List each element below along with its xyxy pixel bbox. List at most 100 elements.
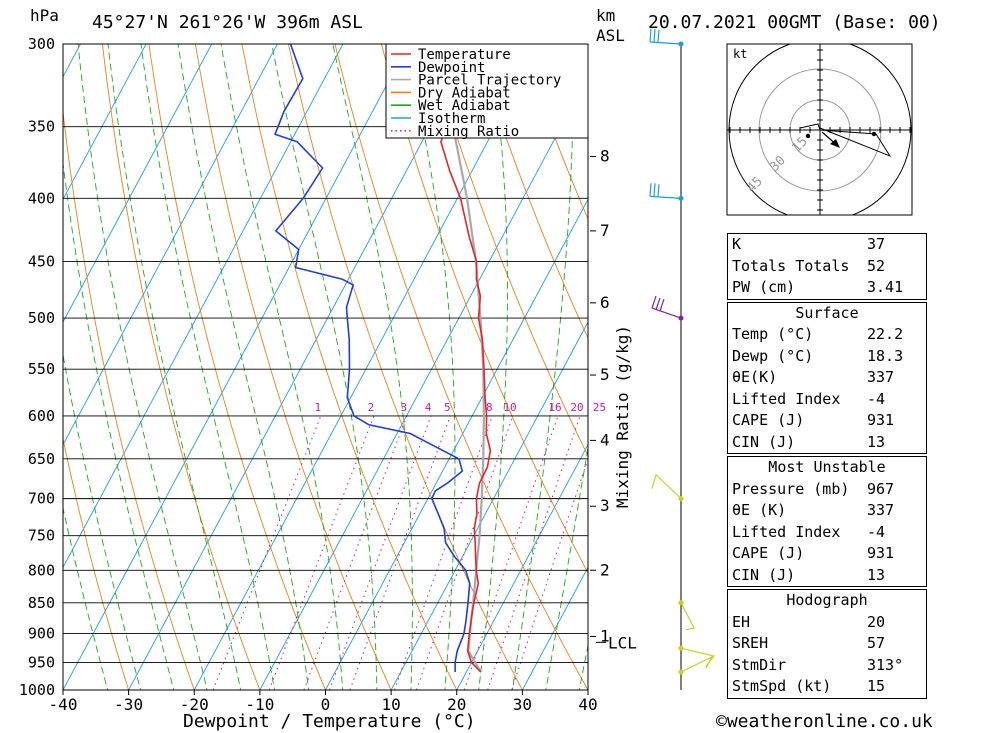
pressure-tick-label: 350 — [28, 118, 55, 136]
isotherm-line — [63, 44, 410, 690]
index-label: StmDir — [732, 655, 787, 674]
wet-adiabat-line — [63, 505, 109, 690]
dry-adiabat-line — [474, 44, 588, 340]
mixing-ratio-label: 10 — [503, 401, 516, 414]
wet-adiabat-line — [107, 44, 242, 690]
pressure-tick-label: 650 — [28, 450, 55, 468]
index-label: PW (cm) — [732, 278, 796, 296]
isotherm-line — [63, 44, 278, 446]
pressure-tick-label: 300 — [28, 35, 55, 53]
index-value: 3.41 — [867, 278, 904, 296]
dry-adiabat-line — [148, 44, 326, 690]
pressure-tick-label: 900 — [28, 624, 55, 642]
index-label: Dewp (°C) — [732, 346, 814, 365]
wet-adiabat-line — [332, 44, 413, 690]
height-unit: km — [596, 6, 615, 25]
index-row: K 37 — [728, 234, 926, 256]
pressure-tick-label: 400 — [28, 189, 55, 207]
dry-adiabat-line — [287, 44, 523, 690]
wet-adiabat-line — [63, 160, 175, 690]
mixing-ratio-label: 8 — [486, 401, 493, 414]
index-value: 22.2 — [867, 325, 904, 343]
mixing-ratio-line — [349, 415, 451, 690]
index-row: Lifted Index -4 — [728, 522, 926, 544]
pressure-tick-label: 750 — [28, 527, 55, 545]
copyright: ©weatheronline.co.uk — [716, 711, 933, 732]
wind-barb — [651, 474, 684, 502]
wind-barb — [649, 183, 684, 201]
index-row: StmSpd (kt) 15 — [728, 676, 926, 698]
index-value: 57 — [867, 634, 886, 652]
x-axis-label: Dewpoint / Temperature (°C) — [183, 711, 476, 732]
index-value: 337 — [867, 501, 895, 519]
mixing-ratio-label: 1 — [315, 401, 322, 414]
isotherm-line — [456, 443, 588, 690]
profiles — [274, 44, 492, 673]
legend-box — [385, 43, 589, 139]
dry-adiabat-line — [334, 44, 588, 690]
hodograph-point — [805, 133, 811, 139]
wet-adiabat-line — [177, 44, 309, 690]
wind-barb — [651, 295, 684, 321]
wet-adiabat-line — [63, 352, 142, 690]
wind-barb — [649, 28, 684, 47]
index-value: 931 — [867, 544, 895, 562]
pressure-tick-label: 450 — [28, 253, 55, 271]
mixing-ratio-label: 2 — [368, 401, 375, 414]
pressure-tick-label: 500 — [28, 309, 55, 327]
index-label: θE(K) — [732, 368, 778, 386]
index-label: Lifted Index — [732, 389, 841, 408]
storm-motion-arrowhead — [830, 139, 840, 148]
isotherm-line — [63, 44, 344, 569]
index-value: 313° — [867, 655, 904, 674]
pressure-tick-label: 550 — [28, 360, 55, 378]
index-row: SREH 57 — [728, 633, 926, 655]
mixing-ratio-line — [511, 457, 588, 690]
index-label: Totals Totals — [732, 256, 850, 275]
isotherm-line — [390, 321, 588, 690]
index-row: CIN (J) 13 — [728, 565, 926, 587]
isotherm-line — [521, 566, 588, 690]
x-tick-label: -10 — [245, 695, 274, 714]
height-ref: ASL — [596, 26, 625, 45]
dry-adiabat-line — [101, 44, 261, 690]
mixing-ratio-labels: 1 2 3 4 5 8 10 16 20 25 — [315, 401, 607, 414]
legend-label: Dewpoint — [418, 60, 485, 76]
index-row: PW (cm) 3.41 — [728, 277, 926, 299]
dry-adiabat-line — [381, 44, 588, 574]
mixing-ratio-line — [329, 415, 432, 690]
pressure-tick-label: 1000 — [19, 681, 55, 699]
surface-title: Surface — [795, 303, 859, 322]
index-value: 52 — [867, 256, 886, 275]
index-label: Temp (°C) — [732, 325, 814, 343]
height-tick-label: 8 — [600, 147, 610, 166]
index-value: 13 — [867, 565, 886, 584]
temperature-line — [426, 44, 492, 673]
index-row: Temp (°C) 22.2 — [728, 324, 926, 346]
legend-label: Dry Adiabat — [418, 85, 511, 101]
index-row: EH 20 — [728, 612, 926, 634]
indices-panel: K 37 Totals Totals 52 PW (cm) 3.41 Surface Te… — [727, 233, 927, 701]
index-label: SREH — [732, 634, 769, 652]
isotherm-line — [63, 44, 213, 323]
wet-adiabat-line — [545, 445, 588, 690]
legend-label: Parcel Trajectory — [418, 73, 561, 89]
index-label: Pressure (mb) — [732, 479, 850, 498]
x-tick-label: 10 — [381, 695, 400, 714]
index-row: CAPE (J) 931 — [728, 410, 926, 432]
dry-adiabat-line — [241, 44, 458, 690]
mixing-ratio-line — [487, 415, 581, 690]
height-tick-label: 3 — [600, 496, 610, 515]
axes: 3003504004505005506006507007508008509009… — [19, 35, 637, 714]
pressure-tick-label: 950 — [28, 653, 55, 671]
mixing-ratio-label: 3 — [401, 401, 408, 414]
index-value: 337 — [867, 368, 895, 386]
index-row: CIN (J) 13 — [728, 432, 926, 454]
wet-adiabat-line — [478, 44, 508, 690]
height-tick-label: 1 — [600, 626, 610, 645]
mixing-ratio-line — [268, 415, 375, 690]
x-tick-label: 40 — [578, 695, 597, 714]
location-title: 45°27'N 261°26'W 396m ASL — [92, 12, 363, 33]
index-row: θE (K) 337 — [728, 500, 926, 522]
